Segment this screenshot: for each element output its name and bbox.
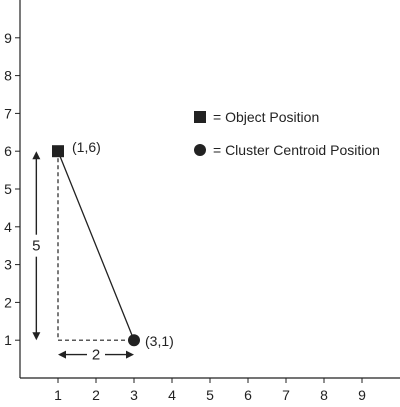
object-position-point-label: (1,6) (72, 139, 101, 155)
axes: 1 2 3 4 5 6 7 8 9 1 2 3 4 5 6 7 8 9 (4, 0, 400, 403)
x-tick-label: 4 (168, 387, 176, 403)
object-position-point (52, 145, 64, 158)
legend-circle-swatch (194, 144, 206, 156)
vertical-distance-arrowhead-down (32, 332, 41, 341)
x-tick-label: 7 (282, 387, 290, 403)
horizontal-distance-arrowhead-right (126, 350, 134, 359)
horizontal-distance-arrowhead-left (58, 350, 66, 359)
legend-object-position-label: = Object Position (213, 109, 319, 125)
vertical-distance-label: 5 (32, 238, 40, 255)
y-tick-label: 5 (4, 181, 12, 197)
y-tick-label: 9 (4, 30, 12, 46)
x-tick-label: 3 (130, 387, 138, 403)
x-tick-label: 5 (206, 387, 214, 403)
x-tick-label: 6 (244, 387, 252, 403)
data-points: (1,6) (3,1) (52, 139, 174, 349)
y-tick-label: 8 (4, 68, 12, 84)
horizontal-distance-label-bg (87, 344, 105, 365)
x-tick-label: 8 (320, 387, 328, 403)
legend: = Object Position = Cluster Centroid Posi… (194, 109, 380, 158)
horizontal-distance-label: 2 (92, 347, 100, 364)
vertical-distance-label-bg (28, 234, 45, 257)
cluster-centroid-point-label: (3,1) (145, 333, 174, 349)
y-tick-label: 6 (4, 143, 12, 159)
x-tick-label: 9 (358, 387, 366, 403)
legend-square-swatch (194, 111, 206, 123)
y-tick-label: 1 (4, 332, 12, 348)
vertical-distance-arrowhead-up (32, 151, 41, 160)
x-tick-label: 2 (92, 387, 100, 403)
y-tick-label: 7 (4, 105, 12, 121)
y-tick-label: 2 (4, 294, 12, 310)
distance-guides: 52 (28, 150, 135, 365)
y-tick-label: 4 (4, 219, 12, 235)
y-tick-label: 3 (4, 257, 12, 273)
legend-cluster-centroid-label: = Cluster Centroid Position (213, 142, 380, 158)
x-tick-label: 1 (54, 387, 62, 403)
distance-connector-line (57, 150, 135, 341)
cluster-centroid-point (128, 334, 140, 347)
